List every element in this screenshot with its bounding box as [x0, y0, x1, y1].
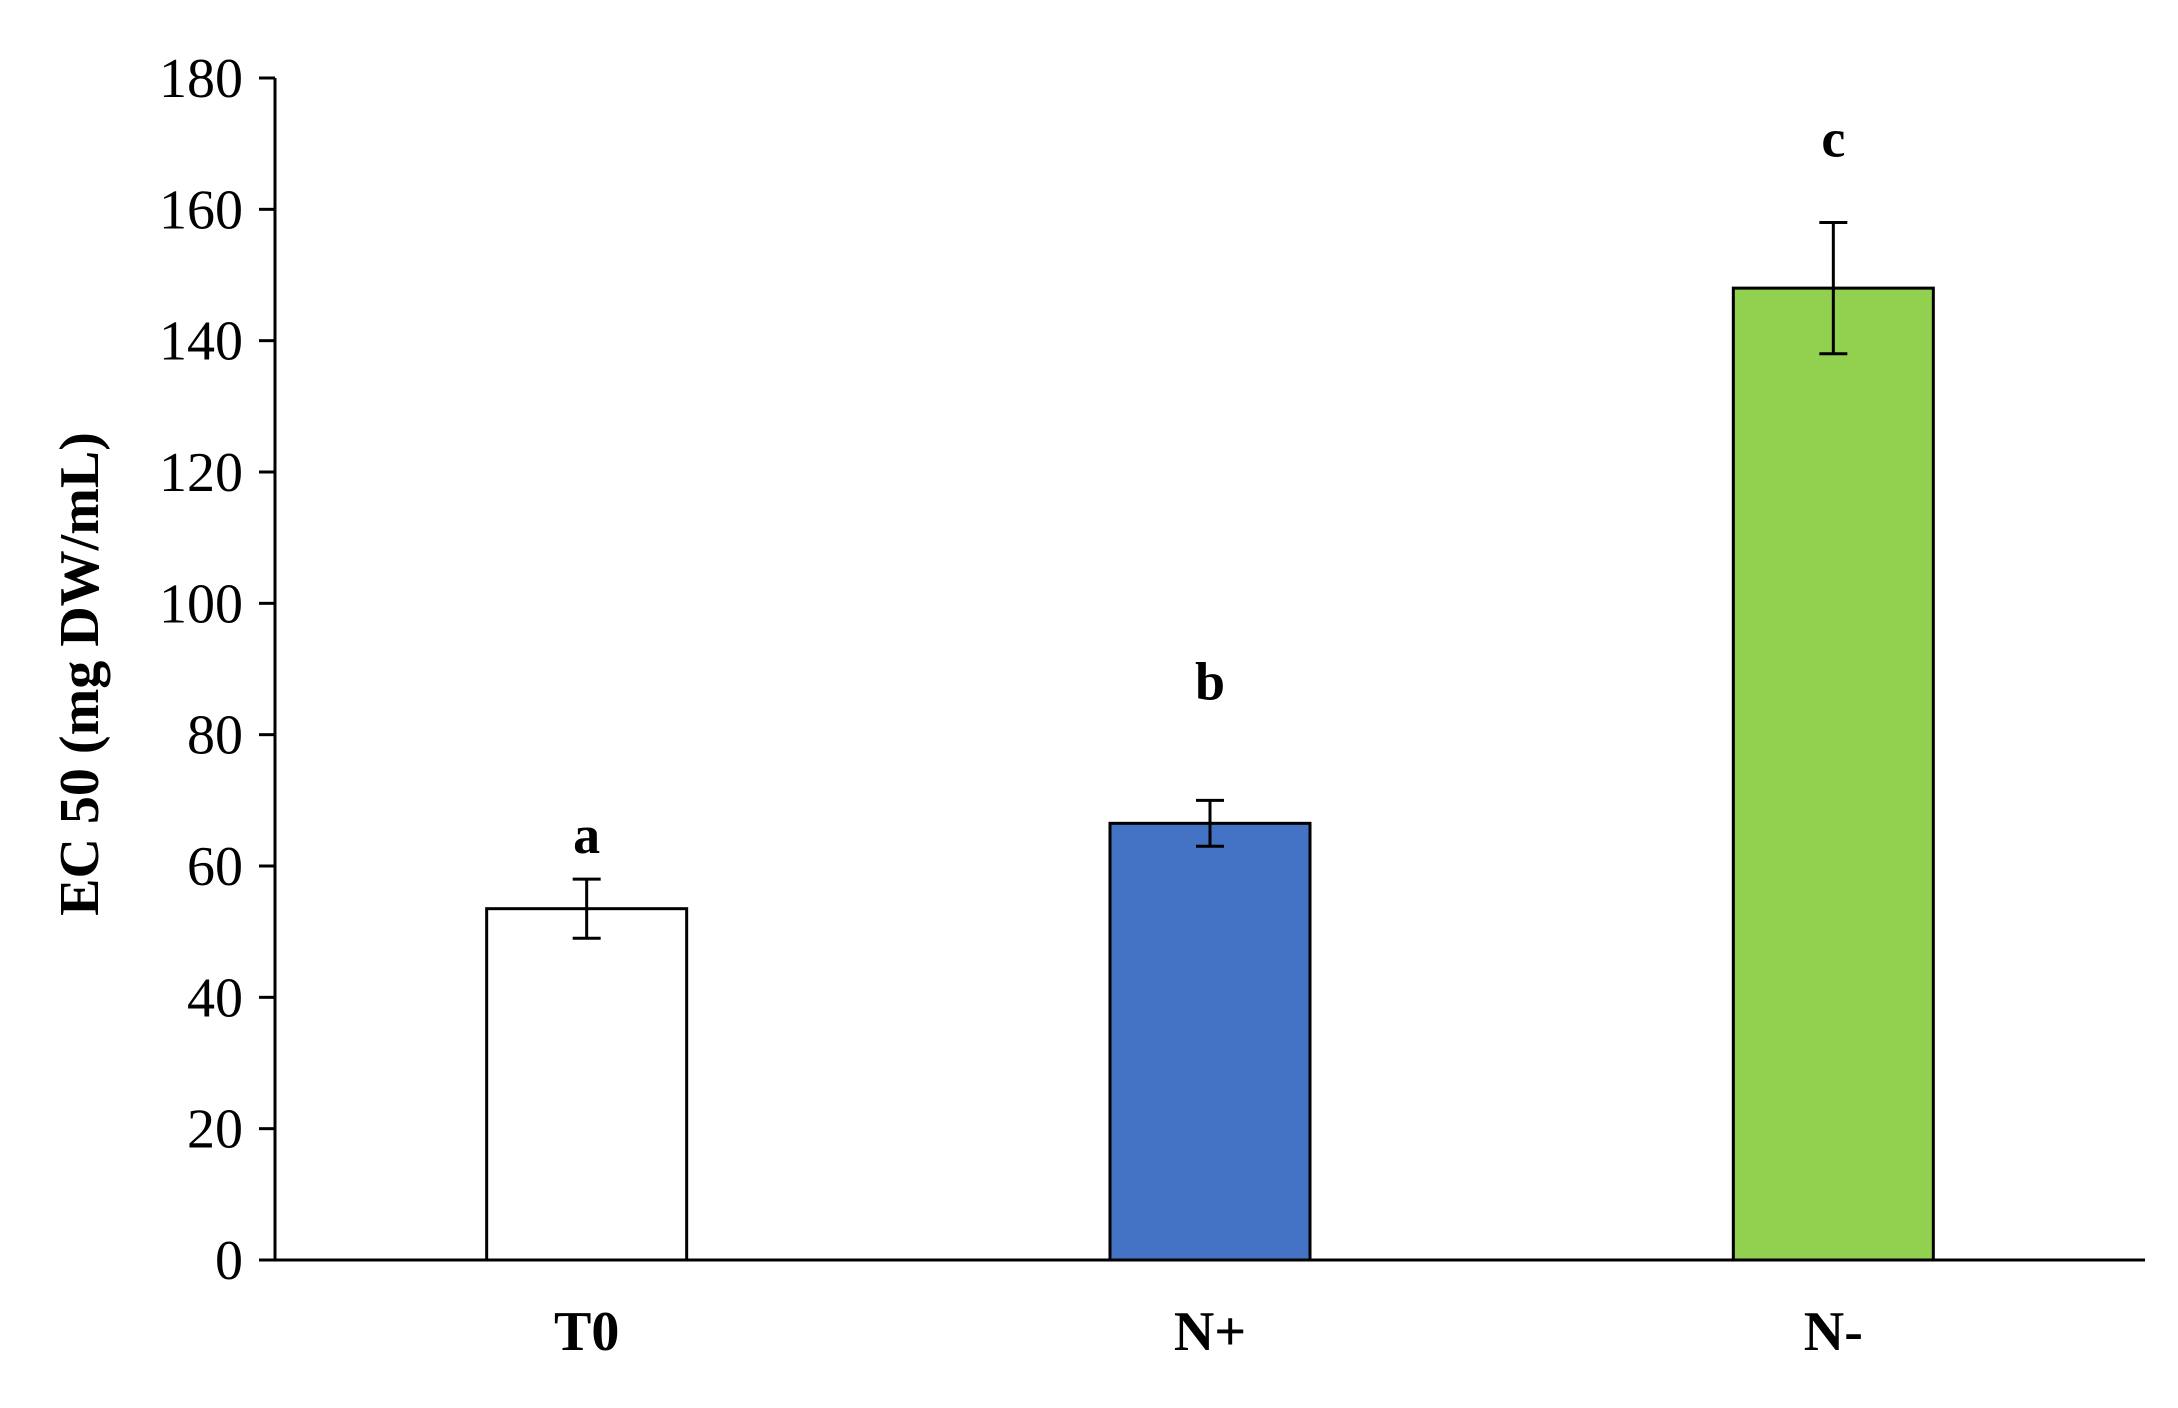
error-bar — [1196, 798, 1224, 848]
significance-letters: a b c — [573, 108, 1845, 865]
y-tick-label: 160 — [159, 179, 243, 241]
bars — [485, 286, 1935, 1262]
y-tick-label: 180 — [159, 48, 243, 110]
bar-nminus — [1731, 286, 1935, 1262]
x-axis-labels: T0 N+ N- — [554, 1301, 1863, 1363]
significance-letter: b — [1195, 651, 1225, 711]
y-tick-label: 60 — [187, 836, 243, 898]
axes: 0 20 40 60 80 100 120 140 160 180 T0 N+ N- EC 50 (m… — [49, 48, 2145, 1363]
error-bars — [572, 220, 1848, 940]
error-bar — [572, 877, 601, 940]
bar-nplus — [1108, 821, 1312, 1262]
y-tick-label: 0 — [215, 1230, 243, 1292]
bar-t0 — [485, 907, 689, 1262]
y-tick-label: 20 — [187, 1099, 243, 1161]
y-tick-label: 100 — [159, 573, 243, 635]
significance-letter: c — [1821, 108, 1845, 168]
x-category-label: N- — [1804, 1301, 1863, 1363]
y-axis-title: EC 50 (mg DW/mL) — [49, 432, 111, 916]
y-tick-label: 80 — [187, 705, 243, 767]
y-tick-label: 120 — [159, 442, 243, 504]
y-tick-label: 140 — [159, 311, 243, 373]
error-bar — [1819, 220, 1848, 356]
x-category-label: N+ — [1174, 1301, 1246, 1363]
x-category-label: T0 — [554, 1301, 619, 1363]
y-axis-ticks: 0 20 40 60 80 100 120 140 160 180 — [159, 48, 275, 1292]
significance-letter: a — [573, 805, 600, 865]
y-tick-label: 40 — [187, 967, 243, 1029]
